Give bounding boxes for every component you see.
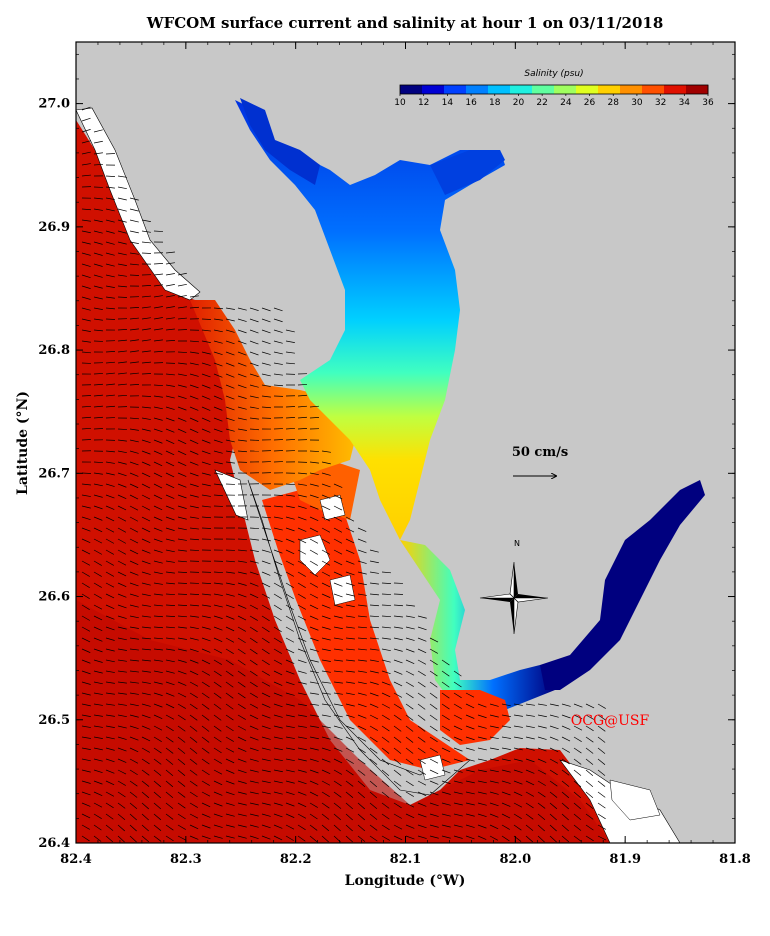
colorbar-swatch: [510, 85, 533, 94]
boca-grande-pass: [190, 300, 360, 490]
matlacha-pass: [400, 540, 555, 710]
colorbar-tick-label: 36: [702, 98, 714, 108]
colorbar-tick-label: 34: [679, 98, 691, 108]
colorbar-swatch: [466, 85, 489, 94]
colorbar-swatch: [620, 85, 643, 94]
lon-tick-label: 82.3: [170, 852, 202, 867]
colorbar-tick-label: 14: [442, 98, 454, 108]
lat-tick-label: 27.0: [38, 97, 70, 112]
colorbar-tick-label: 16: [465, 98, 477, 108]
colorbar-swatch: [532, 85, 555, 94]
credit-text: OCG@USF: [571, 713, 650, 729]
colorbar-swatch: [422, 85, 445, 94]
colorbar-swatch: [488, 85, 511, 94]
colorbar-swatch: [444, 85, 467, 94]
lat-tick-label: 26.7: [38, 466, 70, 481]
north-label: N: [514, 539, 520, 548]
x-axis-title: Longitude (°W): [345, 873, 466, 889]
colorbar-tick-label: 20: [513, 98, 525, 108]
colorbar-tick-label: 12: [418, 98, 429, 108]
lon-tick-label: 82.2: [280, 852, 312, 867]
lat-tick-label: 26.4: [38, 836, 70, 851]
lon-tick-label: 81.9: [609, 852, 641, 867]
colorbar-swatch: [686, 85, 709, 94]
north-arrow: N: [479, 539, 549, 635]
colorbar-tick-label: 22: [536, 98, 547, 108]
map-title: WFCOM surface current and salinity at ho…: [146, 14, 664, 32]
colorbar-swatch: [576, 85, 599, 94]
colorbar-swatch: [642, 85, 665, 94]
lat-tick-label: 26.6: [38, 590, 70, 605]
colorbar-tick-label: 26: [584, 98, 596, 108]
current-vector-field: [81, 106, 607, 843]
latitude-axis: 26.4 26.5 26.6 26.7 26.8 26.9 27.0: [38, 53, 735, 851]
caloosahatchee-river: [540, 480, 705, 690]
colorbar-swatch: [400, 85, 423, 94]
colorbar-tick-label: 10: [394, 98, 406, 108]
lat-tick-label: 26.5: [38, 713, 70, 728]
lon-tick-label: 82.0: [499, 852, 531, 867]
lat-tick-label: 26.9: [38, 220, 70, 235]
y-axis-title: Latitude (°N): [15, 391, 31, 495]
scale-vector: 50 cm/s: [512, 445, 568, 476]
lon-tick-label: 82.4: [60, 852, 92, 867]
scale-vector-label: 50 cm/s: [512, 445, 568, 460]
longitude-axis: 82.4 82.3 82.2 82.1 82.0 81.9 81.8: [60, 42, 751, 867]
colorbar-title: Salinity (psu): [524, 69, 583, 79]
lon-tick-label: 82.1: [390, 852, 422, 867]
colorbar-tick-label: 30: [631, 98, 643, 108]
salinity-colorbar: Salinity (psu) 10 12 14 16 18 20 22 24 26 28 30 32 3…: [394, 69, 714, 108]
colorbar-swatch: [598, 85, 621, 94]
lon-tick-label: 81.8: [719, 852, 751, 867]
colorbar-swatch: [554, 85, 577, 94]
lat-tick-label: 26.8: [38, 343, 70, 358]
colorbar-tick-label: 18: [489, 98, 501, 108]
colorbar-tick-label: 28: [608, 98, 620, 108]
colorbar-tick-label: 32: [655, 98, 666, 108]
colorbar-tick-label: 24: [560, 98, 572, 108]
charlotte-harbor: [235, 100, 505, 540]
colorbar-swatch: [664, 85, 687, 94]
